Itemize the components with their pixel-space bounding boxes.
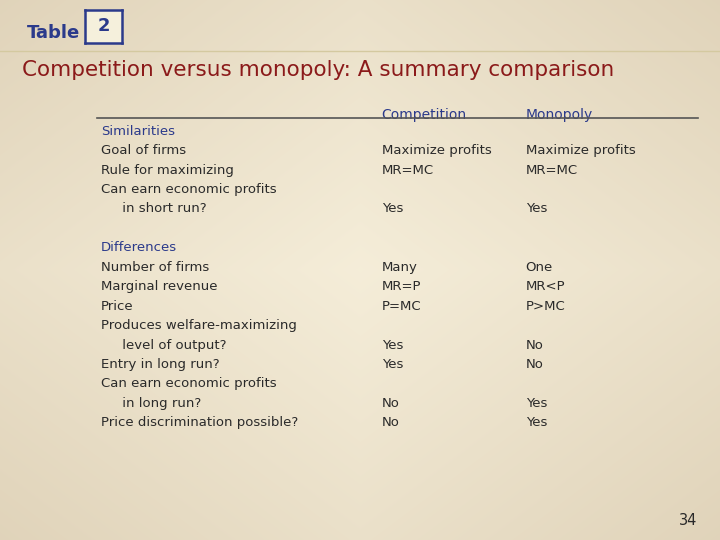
Text: Yes: Yes (526, 416, 547, 429)
Text: Rule for maximizing: Rule for maximizing (101, 164, 234, 177)
Text: No: No (382, 397, 400, 410)
Text: MR<P: MR<P (526, 280, 565, 293)
Text: MR=P: MR=P (382, 280, 421, 293)
Text: Monopoly: Monopoly (526, 108, 593, 122)
Text: P=MC: P=MC (382, 300, 421, 313)
Text: Price discrimination possible?: Price discrimination possible? (101, 416, 298, 429)
Text: Yes: Yes (382, 358, 403, 371)
Text: One: One (526, 261, 553, 274)
Text: Competition versus monopoly: A summary comparison: Competition versus monopoly: A summary c… (22, 60, 614, 80)
Text: Yes: Yes (382, 202, 403, 215)
Text: Differences: Differences (101, 241, 177, 254)
Text: Number of firms: Number of firms (101, 261, 209, 274)
Text: Maximize profits: Maximize profits (526, 144, 635, 157)
Text: Competition: Competition (382, 108, 467, 122)
Text: Marginal revenue: Marginal revenue (101, 280, 217, 293)
Text: in long run?: in long run? (101, 397, 201, 410)
Text: 34: 34 (678, 513, 697, 528)
Text: Yes: Yes (526, 397, 547, 410)
Text: No: No (382, 416, 400, 429)
Text: Goal of firms: Goal of firms (101, 144, 186, 157)
Text: Yes: Yes (382, 339, 403, 352)
Text: Many: Many (382, 261, 418, 274)
Text: Table: Table (27, 24, 81, 42)
Text: P>MC: P>MC (526, 300, 565, 313)
Text: Similarities: Similarities (101, 125, 175, 138)
Text: MR=MC: MR=MC (382, 164, 433, 177)
Text: Can earn economic profits: Can earn economic profits (101, 377, 276, 390)
Text: Can earn economic profits: Can earn economic profits (101, 183, 276, 196)
Text: 2: 2 (97, 17, 110, 36)
Text: Price: Price (101, 300, 133, 313)
Text: in short run?: in short run? (101, 202, 207, 215)
Text: level of output?: level of output? (101, 339, 226, 352)
Text: No: No (526, 339, 544, 352)
Text: No: No (526, 358, 544, 371)
Text: MR=MC: MR=MC (526, 164, 577, 177)
Text: Maximize profits: Maximize profits (382, 144, 491, 157)
Text: Entry in long run?: Entry in long run? (101, 358, 220, 371)
Text: Produces welfare-maximizing: Produces welfare-maximizing (101, 319, 297, 332)
Text: Yes: Yes (526, 202, 547, 215)
